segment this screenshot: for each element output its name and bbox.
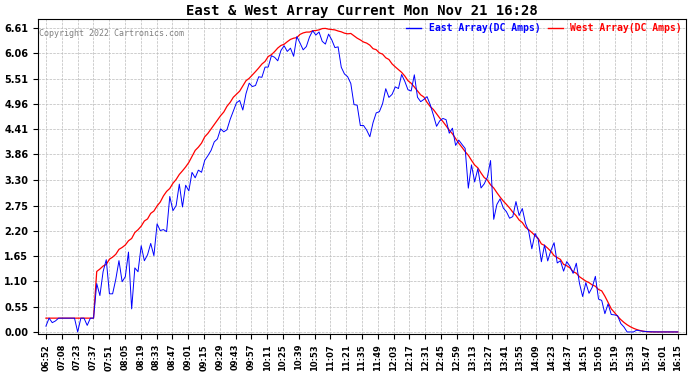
- Text: Copyright 2022 Cartronics.com: Copyright 2022 Cartronics.com: [39, 29, 184, 38]
- Title: East & West Array Current Mon Nov 21 16:28: East & West Array Current Mon Nov 21 16:…: [186, 4, 538, 18]
- Legend: East Array(DC Amps), West Array(DC Amps): East Array(DC Amps), West Array(DC Amps): [402, 20, 686, 37]
